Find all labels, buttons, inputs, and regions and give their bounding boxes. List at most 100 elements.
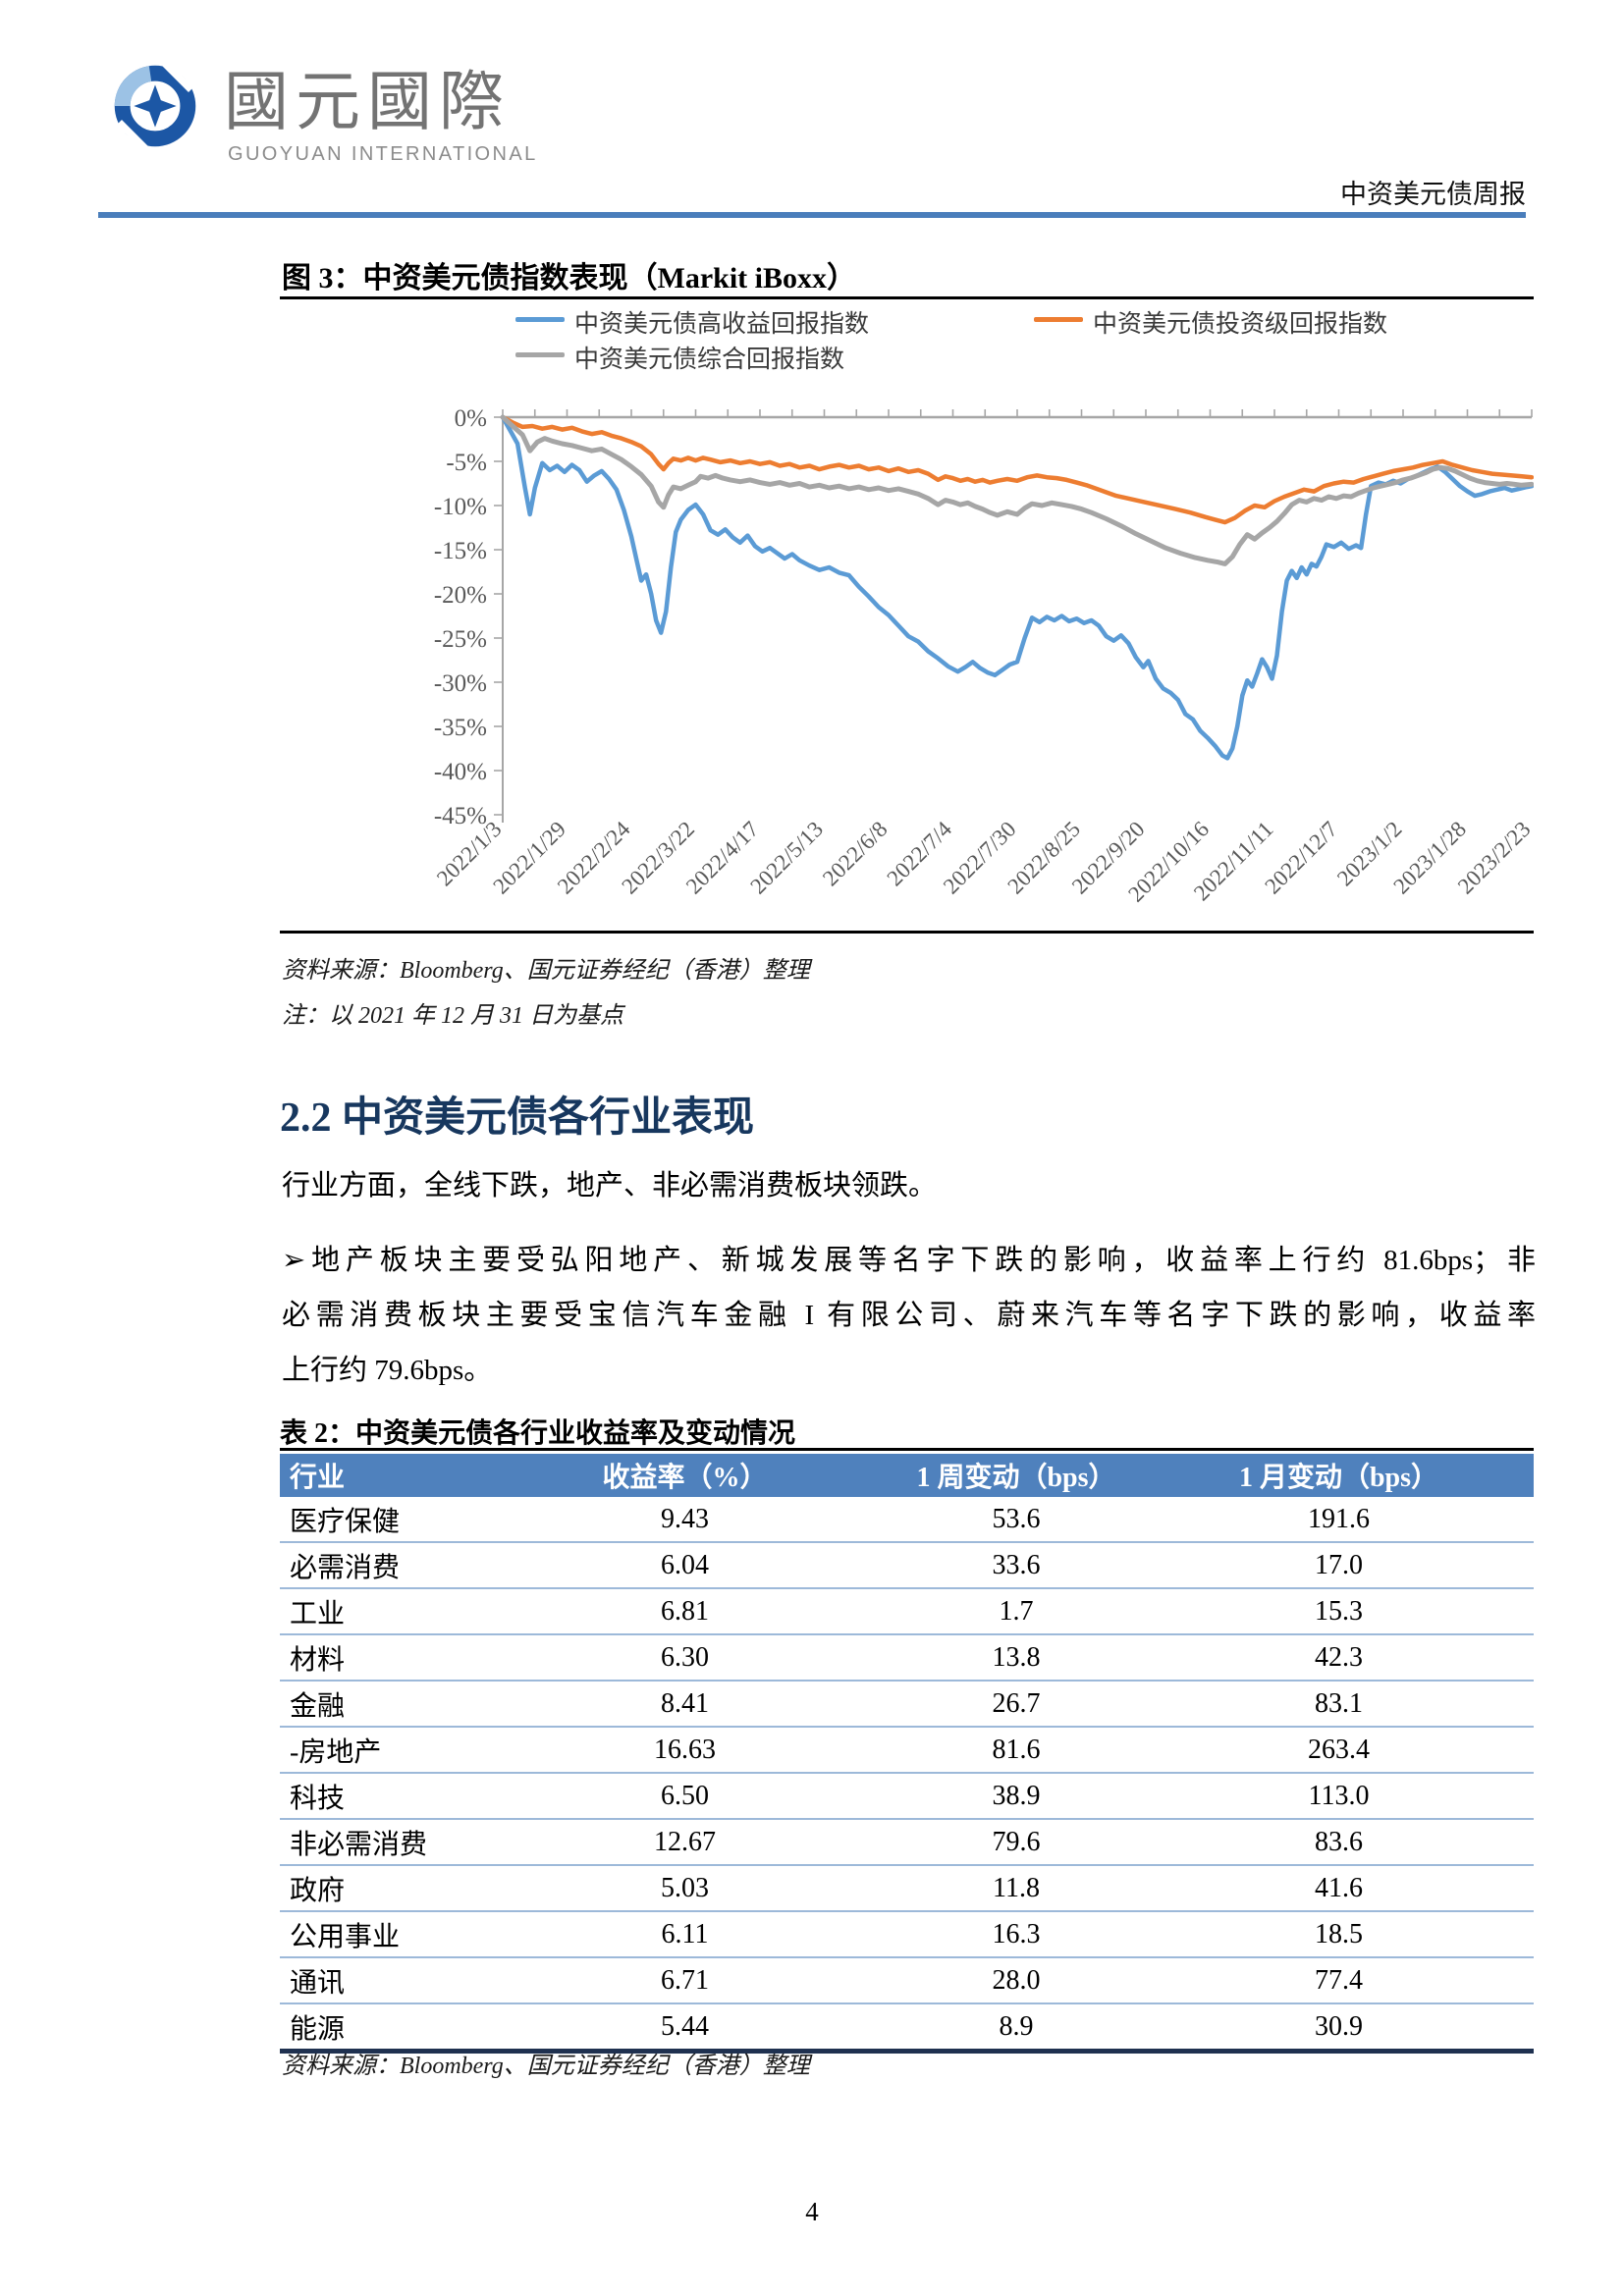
value-cell: 191.6 bbox=[1144, 1497, 1534, 1543]
paragraph-line: 上行约 79.6bps。 bbox=[282, 1355, 493, 1386]
sector-cell: 金融 bbox=[280, 1681, 481, 1728]
value-cell: 8.9 bbox=[999, 2010, 1034, 2042]
value-cell: 8.41 bbox=[481, 1681, 889, 1728]
col-header-1w-change: 1 周变动（bps） bbox=[889, 1454, 1144, 1497]
value-cell: 13.8 bbox=[889, 1634, 1144, 1682]
table-title-rule bbox=[280, 1448, 1534, 1451]
value-cell: 83.6 bbox=[1144, 1819, 1534, 1866]
section-heading: 2.2 中资美元债各行业表现 bbox=[280, 1095, 755, 1141]
sector-cell: -房地产 bbox=[280, 1727, 481, 1774]
value-cell: 12.67 bbox=[481, 1819, 889, 1866]
value-cell: 5.44 bbox=[661, 2010, 709, 2042]
series-line-1 bbox=[500, 414, 1534, 525]
figure-title: 图 3：中资美元债指数表现（Markit iBoxx） bbox=[282, 262, 856, 294]
value-cell: 79.6 bbox=[889, 1819, 1144, 1866]
col-header-sector: 行业 bbox=[280, 1454, 481, 1497]
sector-cell: 材料 bbox=[280, 1634, 481, 1682]
value-cell: 6.50 bbox=[481, 1773, 889, 1820]
table-row: 工业 6.81 1.7 15.3 bbox=[280, 1588, 1534, 1635]
value-cell: 77.4 bbox=[1144, 1957, 1534, 2004]
value-cell: 53.6 bbox=[889, 1497, 1144, 1543]
y-axis-tick-label: 0% bbox=[455, 405, 487, 432]
sector-cell: 科技 bbox=[280, 1773, 481, 1820]
sector-cell: 能源 bbox=[290, 2013, 346, 2045]
value-cell: 5.03 bbox=[481, 1865, 889, 1912]
sector-cell: 政府 bbox=[280, 1865, 481, 1912]
value-cell: 6.04 bbox=[481, 1542, 889, 1589]
brand-name-cn: 國元國際 bbox=[224, 65, 511, 137]
value-cell: 15.3 bbox=[1144, 1588, 1534, 1635]
y-axis-tick-label: -45% bbox=[434, 803, 487, 829]
sector-cell: 通讯 bbox=[280, 1957, 481, 2004]
figure-title-rule bbox=[280, 296, 1534, 299]
sector-cell: 医疗保健 bbox=[280, 1497, 481, 1543]
sector-cell: 公用事业 bbox=[280, 1911, 481, 1958]
series-line-0 bbox=[500, 414, 1534, 761]
value-cell: 26.7 bbox=[889, 1681, 1144, 1728]
value-cell: 6.81 bbox=[481, 1588, 889, 1635]
page-number: 4 bbox=[805, 2197, 819, 2226]
table-row: 能源 5.44 8.9 30.9 bbox=[280, 2003, 1534, 2049]
value-cell: 18.5 bbox=[1144, 1911, 1534, 1958]
y-axis-tick-label: -20% bbox=[434, 582, 487, 609]
header-divider bbox=[98, 212, 1526, 218]
x-axis-tick-label: 2022/6/8 bbox=[818, 817, 893, 891]
value-cell: 83.1 bbox=[1144, 1681, 1534, 1728]
sector-cell: 非必需消费 bbox=[280, 1819, 481, 1866]
table-row: 医疗保健 9.43 53.6 191.6 bbox=[280, 1497, 1534, 1543]
brand-name-en: GUOYUAN INTERNATIONAL bbox=[228, 143, 538, 165]
table-source-note: 资料来源：Bloomberg、国元证券经纪（香港）整理 bbox=[282, 2054, 810, 2079]
value-cell: 41.6 bbox=[1144, 1865, 1534, 1912]
value-cell: 6.11 bbox=[481, 1911, 889, 1958]
col-header-yield: 收益率（%） bbox=[481, 1454, 889, 1497]
y-axis-tick-label: -25% bbox=[434, 626, 487, 653]
table-header-row: 行业 收益率（%） 1 周变动（bps） 1 月变动（bps） bbox=[280, 1454, 1534, 1497]
legend-line-swatch bbox=[515, 317, 565, 322]
y-axis-tick-label: -30% bbox=[434, 670, 487, 697]
value-cell: 81.6 bbox=[889, 1727, 1144, 1774]
sector-cell: 必需消费 bbox=[280, 1542, 481, 1589]
figure-base-note: 注：以 2021 年 12 月 31 日为基点 bbox=[282, 1003, 623, 1029]
y-axis-tick-label: -15% bbox=[434, 538, 487, 564]
legend-label: 中资美元债投资级回报指数 bbox=[1093, 311, 1388, 338]
figure-source-note: 资料来源：Bloomberg、国元证券经纪（香港）整理 bbox=[282, 958, 810, 984]
table-row: 通讯 6.71 28.0 77.4 bbox=[280, 1957, 1534, 2004]
legend-label: 中资美元债高收益回报指数 bbox=[574, 311, 870, 338]
report-type-label: 中资美元债周报 bbox=[1340, 180, 1526, 209]
paragraph-bullet: ➢地产板块主要受弘阳地产、新城发展等名字下跌的影响，收益率上行约 81.6bps… bbox=[282, 1233, 1536, 1398]
series-line-2 bbox=[500, 414, 1534, 566]
value-cell: 113.0 bbox=[1144, 1773, 1534, 1820]
guoyuan-logo-icon bbox=[106, 57, 204, 155]
value-cell: 30.9 bbox=[1315, 2010, 1363, 2042]
value-cell: 17.0 bbox=[1144, 1542, 1534, 1589]
table-row: 科技 6.50 38.9 113.0 bbox=[280, 1773, 1534, 1820]
value-cell: 33.6 bbox=[889, 1542, 1144, 1589]
table-row: 非必需消费 12.67 79.6 83.6 bbox=[280, 1819, 1534, 1866]
figure-bottom-rule bbox=[280, 931, 1534, 934]
y-axis-tick-label: -5% bbox=[446, 450, 487, 476]
value-cell: 6.71 bbox=[481, 1957, 889, 2004]
table-row: 必需消费 6.04 33.6 17.0 bbox=[280, 1542, 1534, 1589]
value-cell: 1.7 bbox=[889, 1588, 1144, 1635]
value-cell: 42.3 bbox=[1144, 1634, 1534, 1682]
line-chart: 0% -5% -10% -15% -20% -25% -30% -35% -40% -45% 202… bbox=[432, 405, 1534, 907]
paragraph-line: 必需消费板块主要受宝信汽车金融 I 有限公司、蔚来汽车等名字下跌的影响，收益率 bbox=[282, 1300, 1536, 1331]
col-header-1m-change: 1 月变动（bps） bbox=[1144, 1454, 1534, 1497]
y-axis-tick-label: -35% bbox=[434, 715, 487, 741]
value-cell: 16.3 bbox=[889, 1911, 1144, 1958]
paragraph-line: ➢地产板块主要受弘阳地产、新城发展等名字下跌的影响，收益率上行约 81.6bps… bbox=[282, 1245, 1536, 1276]
figure-3: 图 3：中资美元债指数表现（Markit iBoxx） 中资美元债高收益回报指数… bbox=[280, 253, 1534, 940]
table-row: 政府 5.03 11.8 41.6 bbox=[280, 1865, 1534, 1912]
value-cell: 9.43 bbox=[481, 1497, 889, 1543]
table-row: 公用事业 6.11 16.3 18.5 bbox=[280, 1911, 1534, 1958]
value-cell: 263.4 bbox=[1144, 1727, 1534, 1774]
value-cell: 28.0 bbox=[889, 1957, 1144, 2004]
sector-table: 行业 收益率（%） 1 周变动（bps） 1 月变动（bps） 医疗保健 9.43… bbox=[280, 1454, 1534, 2054]
legend-line-swatch bbox=[515, 352, 565, 357]
value-cell: 6.30 bbox=[481, 1634, 889, 1682]
table-row: -房地产 16.63 81.6 263.4 bbox=[280, 1727, 1534, 1774]
table-body: 医疗保健 9.43 53.6 191.6 必需消费 6.04 33.6 17.0 工业 6.81 1… bbox=[280, 1497, 1534, 2049]
value-cell: 16.63 bbox=[481, 1727, 889, 1774]
value-cell: 38.9 bbox=[889, 1773, 1144, 1820]
